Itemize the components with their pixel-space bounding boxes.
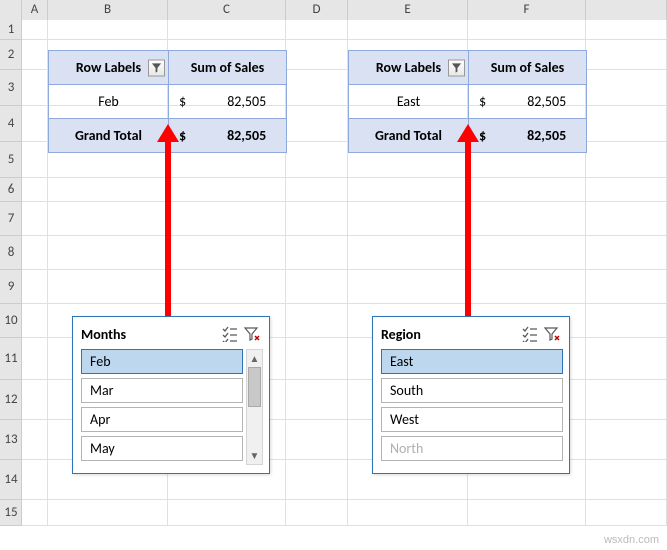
slicer-items: East South West North <box>381 349 563 465</box>
slicer-item[interactable]: East <box>381 349 563 374</box>
row-header[interactable]: 5 <box>0 142 22 178</box>
scroll-down-icon[interactable]: ▼ <box>247 447 262 464</box>
slicer-item[interactable]: North <box>381 436 563 461</box>
filter-icon[interactable] <box>448 59 465 76</box>
clear-filter-icon[interactable] <box>241 324 263 344</box>
slicer-months[interactable]: Months Feb Mar Apr May ▲ ▼ <box>72 316 270 474</box>
slicer-item[interactable]: Feb <box>81 349 243 374</box>
scroll-track[interactable] <box>247 367 262 447</box>
column-header[interactable]: D <box>286 0 348 20</box>
row-header[interactable]: 15 <box>0 500 22 526</box>
row-header[interactable]: 13 <box>0 420 22 460</box>
clear-filter-icon[interactable] <box>541 324 563 344</box>
column-header[interactable]: F <box>468 0 586 20</box>
slicer-header: Region <box>381 323 563 345</box>
row-header[interactable]: 12 <box>0 380 22 420</box>
watermark: wsxdn.com <box>604 534 659 546</box>
pivot-data-label: Feb <box>49 85 169 119</box>
row-header[interactable]: 8 <box>0 236 22 270</box>
row-header[interactable]: 11 <box>0 338 22 380</box>
column-header[interactable]: A <box>22 0 48 20</box>
row-header[interactable]: 7 <box>0 202 22 236</box>
slicer-item[interactable]: West <box>381 407 563 432</box>
pivot-header-sum: Sum of Sales <box>469 51 587 85</box>
slicer-item[interactable]: South <box>381 378 563 403</box>
column-header[interactable]: E <box>348 0 468 20</box>
pivot-total-value: $ 82,505 <box>169 119 287 153</box>
slicer-header: Months <box>81 323 263 345</box>
column-header[interactable]: B <box>48 0 168 20</box>
column-header[interactable] <box>0 0 22 20</box>
row-header[interactable]: 14 <box>0 460 22 500</box>
pivot-total-label: Grand Total <box>49 119 169 153</box>
column-headers: ABCDEF <box>0 0 667 20</box>
slicer-items: Feb Mar Apr May <box>81 349 243 465</box>
multiselect-icon[interactable] <box>219 324 241 344</box>
scrollbar[interactable]: ▲ ▼ <box>246 349 263 465</box>
row-header[interactable]: 4 <box>0 106 22 142</box>
pivot-header-rowlabels[interactable]: Row Labels <box>49 51 169 85</box>
row-header[interactable]: 3 <box>0 70 22 106</box>
slicer-region[interactable]: Region East South West North <box>372 316 570 474</box>
column-header[interactable]: C <box>168 0 286 20</box>
slicer-title: Region <box>381 326 519 343</box>
row-header[interactable]: 9 <box>0 270 22 304</box>
multiselect-icon[interactable] <box>519 324 541 344</box>
slicer-item[interactable]: May <box>81 436 243 461</box>
header-text: Row Labels <box>376 59 441 76</box>
pivot-header-rowlabels[interactable]: Row Labels <box>349 51 469 85</box>
pivot-total-label: Grand Total <box>349 119 469 153</box>
slicer-item[interactable]: Mar <box>81 378 243 403</box>
pivot-data-value: $ 82,505 <box>469 85 587 119</box>
scroll-up-icon[interactable]: ▲ <box>247 350 262 367</box>
slicer-item[interactable]: Apr <box>81 407 243 432</box>
row-header[interactable]: 2 <box>0 40 22 70</box>
header-text: Row Labels <box>76 59 141 76</box>
pivot-total-value: $ 82,505 <box>469 119 587 153</box>
row-header[interactable]: 1 <box>0 20 22 40</box>
row-headers: 123456789101112131415 <box>0 20 22 526</box>
column-header[interactable] <box>586 0 667 20</box>
row-header[interactable]: 6 <box>0 178 22 202</box>
slicer-title: Months <box>81 326 219 343</box>
scroll-thumb[interactable] <box>248 367 261 407</box>
pivot-header-sum: Sum of Sales <box>169 51 287 85</box>
pivot-data-label: East <box>349 85 469 119</box>
row-header[interactable]: 10 <box>0 304 22 338</box>
filter-icon[interactable] <box>148 59 165 76</box>
pivot-data-value: $ 82,505 <box>169 85 287 119</box>
